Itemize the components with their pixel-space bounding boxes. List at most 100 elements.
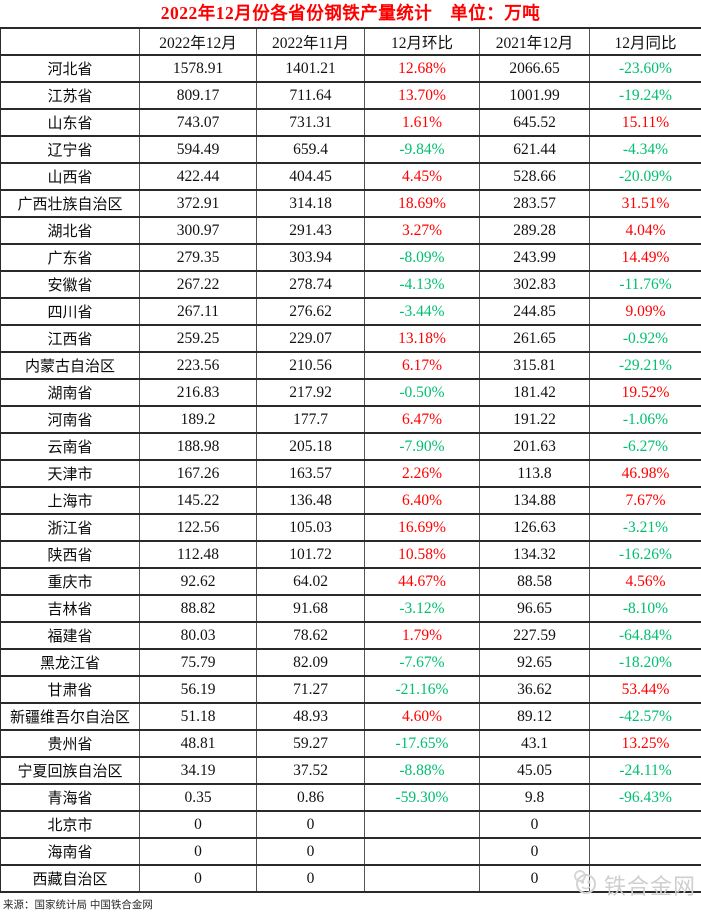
value-cell: 743.07	[139, 108, 257, 137]
mom-change-cell: -0.50%	[364, 378, 480, 407]
province-cell: 湖南省	[0, 378, 140, 407]
table-row: 贵州省 48.81 59.27 -17.65% 43.1 13.25%	[0, 729, 701, 758]
province-cell: 江苏省	[0, 81, 140, 110]
value-cell: 0.86	[256, 783, 365, 812]
value-cell: 711.64	[256, 81, 365, 110]
page-title: 2022年12月份各省份钢铁产量统计 单位：万吨	[160, 3, 541, 23]
yoy-change-cell: -29.21%	[589, 351, 701, 380]
value-cell	[364, 864, 480, 893]
value-cell: 267.22	[139, 270, 257, 299]
yoy-change-cell: -42.57%	[589, 702, 701, 731]
value-cell: 528.66	[479, 162, 590, 191]
value-cell	[589, 864, 701, 893]
column-header-5: 12月同比	[589, 27, 701, 56]
value-cell: 64.02	[256, 567, 365, 596]
value-cell: 0	[256, 864, 365, 893]
value-cell: 216.83	[139, 378, 257, 407]
province-cell: 江西省	[0, 324, 140, 353]
yoy-change-cell: -20.09%	[589, 162, 701, 191]
yoy-change-cell: -96.43%	[589, 783, 701, 812]
province-cell: 重庆市	[0, 567, 140, 596]
yoy-change-cell: 19.52%	[589, 378, 701, 407]
yoy-change-cell: 14.49%	[589, 243, 701, 272]
value-cell: 181.42	[479, 378, 590, 407]
mom-change-cell: -59.30%	[364, 783, 480, 812]
province-cell: 上海市	[0, 486, 140, 515]
column-header-1: 2022年12月	[139, 27, 257, 56]
mom-change-cell: -8.09%	[364, 243, 480, 272]
value-cell: 191.22	[479, 405, 590, 434]
table-row: 江苏省 809.17 711.64 13.70% 1001.99 -19.24%	[0, 81, 701, 110]
value-cell: 0	[479, 837, 590, 866]
mom-change-cell: 13.70%	[364, 81, 480, 110]
province-cell: 安徽省	[0, 270, 140, 299]
value-cell: 731.31	[256, 108, 365, 137]
province-cell: 北京市	[0, 810, 140, 839]
value-cell: 167.26	[139, 459, 257, 488]
table-row: 浙江省 122.56 105.03 16.69% 126.63 -3.21%	[0, 513, 701, 542]
value-cell: 113.8	[479, 459, 590, 488]
value-cell: 229.07	[256, 324, 365, 353]
mom-change-cell: 18.69%	[364, 189, 480, 218]
value-cell: 75.79	[139, 648, 257, 677]
value-cell: 210.56	[256, 351, 365, 380]
value-cell: 302.83	[479, 270, 590, 299]
value-cell: 621.44	[479, 135, 590, 164]
province-cell: 湖北省	[0, 216, 140, 245]
mom-change-cell: 44.67%	[364, 567, 480, 596]
province-cell: 辽宁省	[0, 135, 140, 164]
value-cell: 80.03	[139, 621, 257, 650]
value-cell: 659.4	[256, 135, 365, 164]
table-row: 河北省 1578.91 1401.21 12.68% 2066.65 -23.60%	[0, 54, 701, 83]
value-cell: 1578.91	[139, 54, 257, 83]
table-row: 新疆维吾尔自治区 51.18 48.93 4.60% 89.12 -42.57%	[0, 702, 701, 731]
mom-change-cell: 16.69%	[364, 513, 480, 542]
value-cell: 92.62	[139, 567, 257, 596]
value-cell: 82.09	[256, 648, 365, 677]
table-row: 广东省 279.35 303.94 -8.09% 243.99 14.49%	[0, 243, 701, 272]
value-cell: 300.97	[139, 216, 257, 245]
value-cell: 243.99	[479, 243, 590, 272]
yoy-change-cell: -0.92%	[589, 324, 701, 353]
value-cell: 291.43	[256, 216, 365, 245]
value-cell: 217.92	[256, 378, 365, 407]
yoy-change-cell: 4.56%	[589, 567, 701, 596]
table-header-row: 2022年12月 2022年11月 12月环比 2021年12月 12月同比	[0, 27, 701, 56]
table-row: 上海市 145.22 136.48 6.40% 134.88 7.67%	[0, 486, 701, 515]
value-cell: 89.12	[479, 702, 590, 731]
value-cell: 259.25	[139, 324, 257, 353]
province-cell: 宁夏回族自治区	[0, 756, 140, 785]
value-cell: 59.27	[256, 729, 365, 758]
value-cell: 0	[139, 864, 257, 893]
mom-change-cell: 1.61%	[364, 108, 480, 137]
mom-change-cell: 4.60%	[364, 702, 480, 731]
value-cell: 101.72	[256, 540, 365, 569]
column-header-3: 12月环比	[364, 27, 480, 56]
value-cell: 88.58	[479, 567, 590, 596]
province-cell: 西藏自治区	[0, 864, 140, 893]
table-row: 福建省 80.03 78.62 1.79% 227.59 -64.84%	[0, 621, 701, 650]
table-row: 云南省 188.98 205.18 -7.90% 201.63 -6.27%	[0, 432, 701, 461]
province-cell: 黑龙江省	[0, 648, 140, 677]
province-cell: 甘肃省	[0, 675, 140, 704]
value-cell: 0	[256, 837, 365, 866]
yoy-change-cell: -16.26%	[589, 540, 701, 569]
table-row: 广西壮族自治区 372.91 314.18 18.69% 283.57 31.51%	[0, 189, 701, 218]
value-cell: 134.88	[479, 486, 590, 515]
column-header-0	[0, 27, 140, 56]
value-cell: 0	[139, 837, 257, 866]
table-row: 青海省 0.35 0.86 -59.30% 9.8 -96.43%	[0, 783, 701, 812]
value-cell: 145.22	[139, 486, 257, 515]
value-cell: 244.85	[479, 297, 590, 326]
value-cell: 1401.21	[256, 54, 365, 83]
source-note: 来源：国家统计局 中国铁合金网	[3, 899, 153, 911]
mom-change-cell: -3.44%	[364, 297, 480, 326]
yoy-change-cell: 7.67%	[589, 486, 701, 515]
mom-change-cell: -4.13%	[364, 270, 480, 299]
value-cell: 37.52	[256, 756, 365, 785]
value-cell: 809.17	[139, 81, 257, 110]
mom-change-cell: 4.45%	[364, 162, 480, 191]
value-cell: 126.63	[479, 513, 590, 542]
value-cell: 0	[256, 810, 365, 839]
table-row: 河南省 189.2 177.7 6.47% 191.22 -1.06%	[0, 405, 701, 434]
